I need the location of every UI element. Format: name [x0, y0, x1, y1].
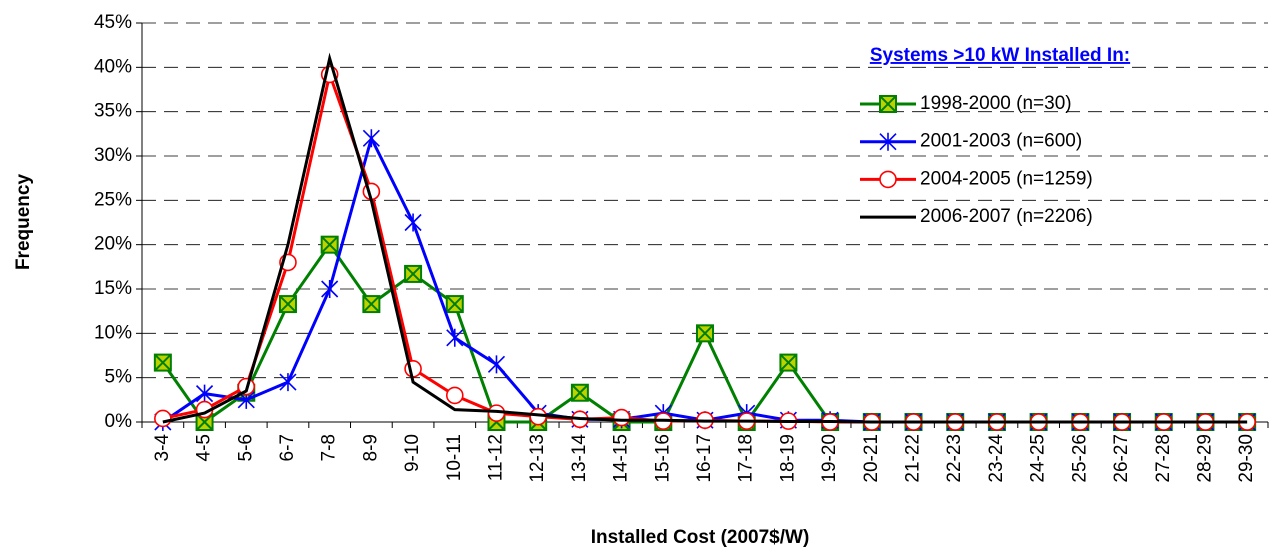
- marker: [445, 295, 464, 314]
- legend-label: 2001-2003 (n=600): [920, 131, 1082, 152]
- x-tick-label: 7-8: [319, 434, 340, 461]
- marker-circle: [879, 170, 897, 189]
- marker: [404, 264, 423, 283]
- marker-star: [279, 373, 297, 392]
- marker: [154, 409, 172, 428]
- marker-circle: [445, 386, 464, 405]
- marker-star: [362, 129, 380, 148]
- x-tick-label: 11-12: [485, 434, 506, 481]
- y-axis-label: Frequency: [13, 174, 34, 271]
- y-tick-label: 45%: [94, 12, 132, 33]
- marker-cross: [363, 296, 380, 312]
- y-tick-label: 10%: [94, 322, 132, 343]
- y-tick-label: 15%: [94, 278, 132, 299]
- x-tick-label: 27-28: [1153, 434, 1174, 483]
- x-tick-label: 20-21: [861, 434, 882, 483]
- y-tick-label: 20%: [94, 234, 132, 255]
- y-tick-label: 5%: [105, 367, 133, 388]
- y-tick-label: 0%: [105, 411, 133, 432]
- marker-cross: [697, 325, 713, 342]
- x-tick-label: 13-14: [569, 434, 590, 483]
- legend-title: Systems >10 kW Installed In:: [870, 45, 1130, 66]
- legend-label: 1998-2000 (n=30): [920, 93, 1072, 114]
- x-tick-label: 19-20: [819, 434, 840, 483]
- x-tick-label: 4-5: [194, 434, 215, 461]
- x-axis-label: Installed Cost (2007$/W): [591, 527, 810, 548]
- marker-cross: [780, 354, 797, 371]
- marker: [362, 129, 380, 148]
- x-tick-label: 17-18: [736, 434, 757, 483]
- y-tick-label: 40%: [94, 56, 132, 77]
- marker-star: [879, 132, 897, 151]
- marker-star: [446, 328, 464, 347]
- marker-star: [404, 213, 422, 232]
- marker-cross: [880, 96, 896, 112]
- marker-cross: [280, 296, 296, 312]
- marker-star: [487, 355, 506, 374]
- x-tick-label: 12-13: [527, 434, 548, 483]
- x-tick-label: 14-15: [611, 434, 632, 483]
- marker: [879, 170, 897, 189]
- x-tick-label: 9-10: [402, 434, 423, 472]
- marker: [696, 324, 714, 343]
- x-tick-label: 23-24: [986, 434, 1007, 483]
- marker: [195, 384, 214, 403]
- marker-star: [321, 280, 339, 298]
- marker: [612, 408, 631, 427]
- marker-circle: [154, 409, 172, 428]
- marker: [570, 383, 589, 402]
- marker: [362, 295, 381, 314]
- marker: [445, 386, 464, 405]
- marker-cross: [196, 414, 213, 430]
- marker: [879, 95, 897, 113]
- x-tick-label: 26-27: [1111, 434, 1132, 483]
- marker-cross: [572, 385, 588, 401]
- legend-label: 2006-2007 (n=2206): [920, 206, 1093, 227]
- marker: [487, 355, 506, 374]
- marker: [153, 353, 172, 372]
- x-tick-label: 15-16: [652, 434, 673, 483]
- x-tick-label: 25-26: [1069, 434, 1090, 483]
- marker: [320, 235, 339, 254]
- marker: [278, 295, 297, 314]
- x-tick-label: 3-4: [152, 434, 173, 462]
- x-tick-label: 10-11: [444, 434, 465, 481]
- marker-cross: [447, 296, 463, 312]
- y-tick-label: 25%: [94, 189, 132, 210]
- marker-cross: [321, 236, 338, 253]
- x-tick-label: 22-23: [944, 434, 965, 483]
- marker-star: [195, 384, 214, 403]
- marker: [879, 132, 897, 151]
- marker: [279, 373, 297, 392]
- x-tick-label: 28-29: [1194, 434, 1215, 483]
- marker-circle: [612, 408, 631, 427]
- y-tick-label: 35%: [94, 101, 132, 122]
- x-tick-label: 6-7: [277, 434, 298, 461]
- marker: [321, 280, 339, 298]
- legend-label: 2004-2005 (n=1259): [920, 168, 1093, 189]
- x-tick-label: 8-9: [360, 434, 381, 461]
- marker: [404, 213, 422, 232]
- x-tick-label: 29-30: [1236, 434, 1257, 483]
- marker-cross: [405, 266, 421, 282]
- x-tick-label: 5-6: [235, 434, 256, 461]
- series-line: [162, 52, 1248, 424]
- x-tick-label: 16-17: [694, 434, 715, 483]
- marker-cross: [155, 354, 171, 371]
- y-tick-label: 30%: [94, 145, 132, 166]
- x-tick-label: 24-25: [1028, 434, 1049, 483]
- marker: [446, 328, 464, 347]
- x-tick-label: 18-19: [777, 434, 798, 483]
- x-tick-label: 21-22: [903, 434, 924, 483]
- marker: [779, 353, 798, 372]
